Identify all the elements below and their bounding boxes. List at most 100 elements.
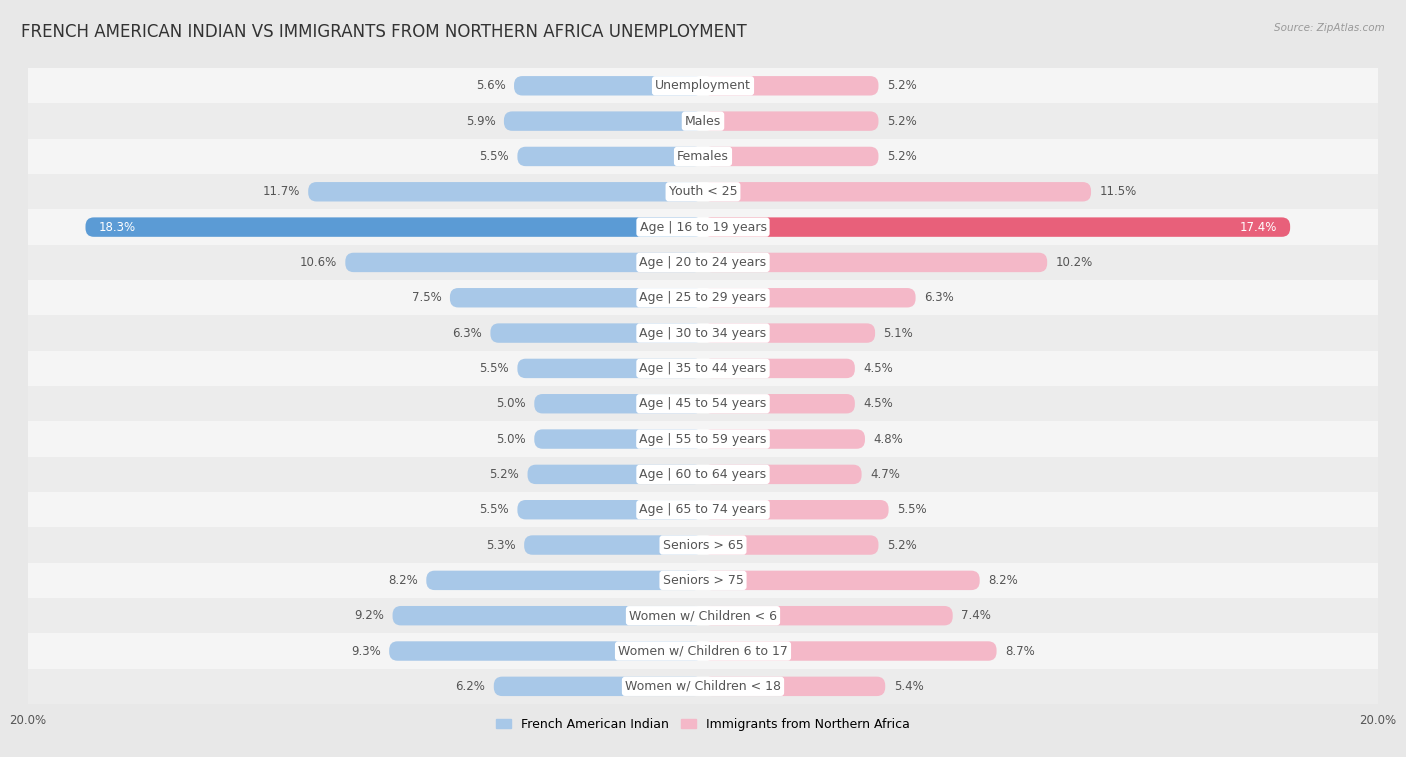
FancyBboxPatch shape — [450, 288, 703, 307]
Text: 11.5%: 11.5% — [1099, 185, 1136, 198]
Text: Age | 16 to 19 years: Age | 16 to 19 years — [640, 220, 766, 234]
FancyBboxPatch shape — [703, 76, 879, 95]
Text: Women w/ Children < 6: Women w/ Children < 6 — [628, 609, 778, 622]
FancyBboxPatch shape — [703, 677, 886, 696]
FancyBboxPatch shape — [517, 147, 703, 167]
FancyBboxPatch shape — [524, 535, 703, 555]
Bar — [28, 280, 1378, 316]
Text: Women w/ Children 6 to 17: Women w/ Children 6 to 17 — [619, 644, 787, 658]
Text: 8.2%: 8.2% — [988, 574, 1018, 587]
Text: Women w/ Children < 18: Women w/ Children < 18 — [626, 680, 780, 693]
FancyBboxPatch shape — [703, 571, 980, 590]
Text: 4.7%: 4.7% — [870, 468, 900, 481]
Bar — [28, 245, 1378, 280]
FancyBboxPatch shape — [703, 323, 875, 343]
Text: Age | 55 to 59 years: Age | 55 to 59 years — [640, 432, 766, 446]
FancyBboxPatch shape — [703, 394, 855, 413]
FancyBboxPatch shape — [703, 429, 865, 449]
FancyBboxPatch shape — [703, 606, 953, 625]
Legend: French American Indian, Immigrants from Northern Africa: French American Indian, Immigrants from … — [491, 713, 915, 736]
Bar — [28, 562, 1378, 598]
FancyBboxPatch shape — [517, 500, 703, 519]
FancyBboxPatch shape — [494, 677, 703, 696]
Text: 5.2%: 5.2% — [887, 114, 917, 128]
Text: 8.2%: 8.2% — [388, 574, 418, 587]
Bar — [28, 668, 1378, 704]
Text: 5.0%: 5.0% — [496, 432, 526, 446]
Text: 17.4%: 17.4% — [1239, 220, 1277, 234]
Bar — [28, 528, 1378, 562]
Text: Age | 45 to 54 years: Age | 45 to 54 years — [640, 397, 766, 410]
Text: 5.2%: 5.2% — [887, 79, 917, 92]
Text: 7.4%: 7.4% — [962, 609, 991, 622]
Text: Age | 60 to 64 years: Age | 60 to 64 years — [640, 468, 766, 481]
FancyBboxPatch shape — [703, 253, 1047, 273]
FancyBboxPatch shape — [703, 111, 879, 131]
Text: Source: ZipAtlas.com: Source: ZipAtlas.com — [1274, 23, 1385, 33]
Text: 8.7%: 8.7% — [1005, 644, 1035, 658]
Bar — [28, 492, 1378, 528]
Text: Seniors > 75: Seniors > 75 — [662, 574, 744, 587]
FancyBboxPatch shape — [703, 359, 855, 378]
Text: 5.6%: 5.6% — [475, 79, 506, 92]
Text: Youth < 25: Youth < 25 — [669, 185, 737, 198]
Bar — [28, 139, 1378, 174]
FancyBboxPatch shape — [308, 182, 703, 201]
Text: 5.0%: 5.0% — [496, 397, 526, 410]
Bar — [28, 386, 1378, 422]
Text: 6.3%: 6.3% — [924, 291, 953, 304]
Text: 4.8%: 4.8% — [873, 432, 903, 446]
Bar — [28, 422, 1378, 456]
Bar — [28, 316, 1378, 350]
FancyBboxPatch shape — [503, 111, 703, 131]
Text: 11.7%: 11.7% — [263, 185, 299, 198]
FancyBboxPatch shape — [534, 394, 703, 413]
FancyBboxPatch shape — [86, 217, 703, 237]
Text: 5.3%: 5.3% — [486, 538, 516, 552]
FancyBboxPatch shape — [703, 147, 879, 167]
FancyBboxPatch shape — [534, 429, 703, 449]
Bar — [28, 350, 1378, 386]
Bar — [28, 456, 1378, 492]
Text: Age | 35 to 44 years: Age | 35 to 44 years — [640, 362, 766, 375]
Text: 5.5%: 5.5% — [479, 150, 509, 163]
Text: Age | 25 to 29 years: Age | 25 to 29 years — [640, 291, 766, 304]
Bar — [28, 598, 1378, 634]
FancyBboxPatch shape — [346, 253, 703, 273]
FancyBboxPatch shape — [703, 288, 915, 307]
Text: 9.2%: 9.2% — [354, 609, 384, 622]
Text: 10.6%: 10.6% — [299, 256, 337, 269]
Text: Age | 30 to 34 years: Age | 30 to 34 years — [640, 326, 766, 340]
Text: Unemployment: Unemployment — [655, 79, 751, 92]
Text: Seniors > 65: Seniors > 65 — [662, 538, 744, 552]
Text: 5.2%: 5.2% — [887, 150, 917, 163]
FancyBboxPatch shape — [392, 606, 703, 625]
FancyBboxPatch shape — [703, 535, 879, 555]
FancyBboxPatch shape — [515, 76, 703, 95]
Text: 6.2%: 6.2% — [456, 680, 485, 693]
Bar — [28, 174, 1378, 210]
Text: 4.5%: 4.5% — [863, 362, 893, 375]
Text: 5.4%: 5.4% — [894, 680, 924, 693]
Text: 5.2%: 5.2% — [887, 538, 917, 552]
FancyBboxPatch shape — [527, 465, 703, 484]
Text: Males: Males — [685, 114, 721, 128]
Text: Age | 20 to 24 years: Age | 20 to 24 years — [640, 256, 766, 269]
FancyBboxPatch shape — [703, 182, 1091, 201]
Text: 5.1%: 5.1% — [883, 326, 914, 340]
Text: 9.3%: 9.3% — [352, 644, 381, 658]
FancyBboxPatch shape — [426, 571, 703, 590]
Text: 5.2%: 5.2% — [489, 468, 519, 481]
Bar — [28, 210, 1378, 245]
Text: 5.5%: 5.5% — [479, 362, 509, 375]
Text: 10.2%: 10.2% — [1056, 256, 1092, 269]
Text: 4.5%: 4.5% — [863, 397, 893, 410]
FancyBboxPatch shape — [491, 323, 703, 343]
FancyBboxPatch shape — [389, 641, 703, 661]
FancyBboxPatch shape — [703, 500, 889, 519]
Text: 5.5%: 5.5% — [897, 503, 927, 516]
Text: 7.5%: 7.5% — [412, 291, 441, 304]
Text: 5.5%: 5.5% — [479, 503, 509, 516]
Text: FRENCH AMERICAN INDIAN VS IMMIGRANTS FROM NORTHERN AFRICA UNEMPLOYMENT: FRENCH AMERICAN INDIAN VS IMMIGRANTS FRO… — [21, 23, 747, 41]
Text: Females: Females — [678, 150, 728, 163]
